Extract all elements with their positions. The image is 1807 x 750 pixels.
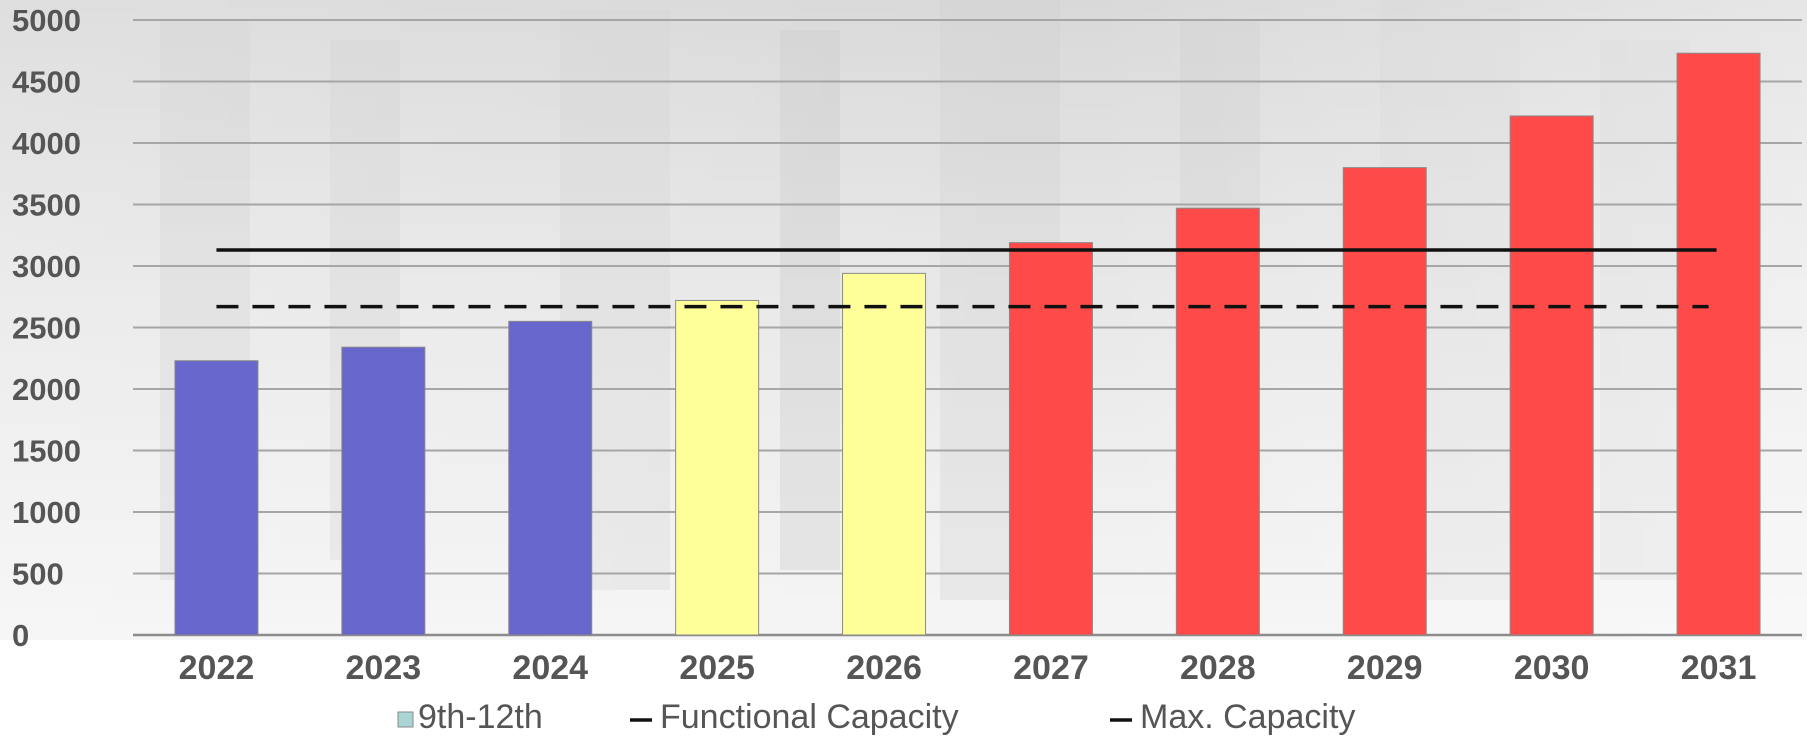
x-tick-label: 2028 xyxy=(1180,649,1256,687)
reference-lines xyxy=(216,248,1717,309)
y-tick-label: 3000 xyxy=(12,249,81,284)
bar-2025 xyxy=(675,299,760,636)
x-tick-label: 2026 xyxy=(846,649,922,687)
y-tick-label: 2500 xyxy=(12,311,81,346)
bar-2031 xyxy=(1676,52,1761,636)
bar-2022 xyxy=(174,360,259,636)
y-tick-label: 5000 xyxy=(12,3,81,38)
bar-2023 xyxy=(341,346,426,636)
x-tick-label: 2024 xyxy=(512,649,588,687)
y-tick-label: 1500 xyxy=(12,434,81,469)
bar-2030 xyxy=(1509,115,1594,636)
y-tick-label: 4500 xyxy=(12,65,81,100)
bars xyxy=(174,52,1761,636)
legend-swatch-box xyxy=(397,711,414,728)
bar-2029 xyxy=(1342,167,1427,636)
y-tick-label: 2000 xyxy=(12,372,81,407)
x-tick-label: 2030 xyxy=(1514,649,1590,687)
x-tick-label: 2029 xyxy=(1347,649,1423,687)
x-tick-label: 2027 xyxy=(1013,649,1089,687)
x-axis: 2022 2023 2024 2025 2026 2027 2028 2029 2030 2031 xyxy=(179,649,1757,687)
y-tick-label: 4000 xyxy=(12,126,81,161)
bar-2028 xyxy=(1175,207,1260,636)
x-tick-label: 2023 xyxy=(346,649,422,687)
bar-2027 xyxy=(1008,242,1093,636)
legend: 9th-12th Functional Capacity Max. Capacity xyxy=(397,698,1355,736)
legend-label: 9th-12th xyxy=(418,698,543,736)
y-tick-label: 3500 xyxy=(12,188,81,223)
legend-label: Max. Capacity xyxy=(1140,698,1355,736)
y-tick-label: 0 xyxy=(12,618,29,653)
y-tick-label: 500 xyxy=(12,557,64,592)
bar-2026 xyxy=(842,272,927,636)
bar-2024 xyxy=(508,320,593,636)
x-tick-label: 2022 xyxy=(179,649,255,687)
y-tick-label: 1000 xyxy=(12,495,81,530)
x-tick-label: 2031 xyxy=(1681,649,1757,687)
y-axis: 0 500 1000 1500 2000 2500 3000 3500 4000 4500 5000 xyxy=(12,3,81,653)
legend-label: Functional Capacity xyxy=(660,698,959,736)
x-tick-label: 2025 xyxy=(679,649,755,687)
